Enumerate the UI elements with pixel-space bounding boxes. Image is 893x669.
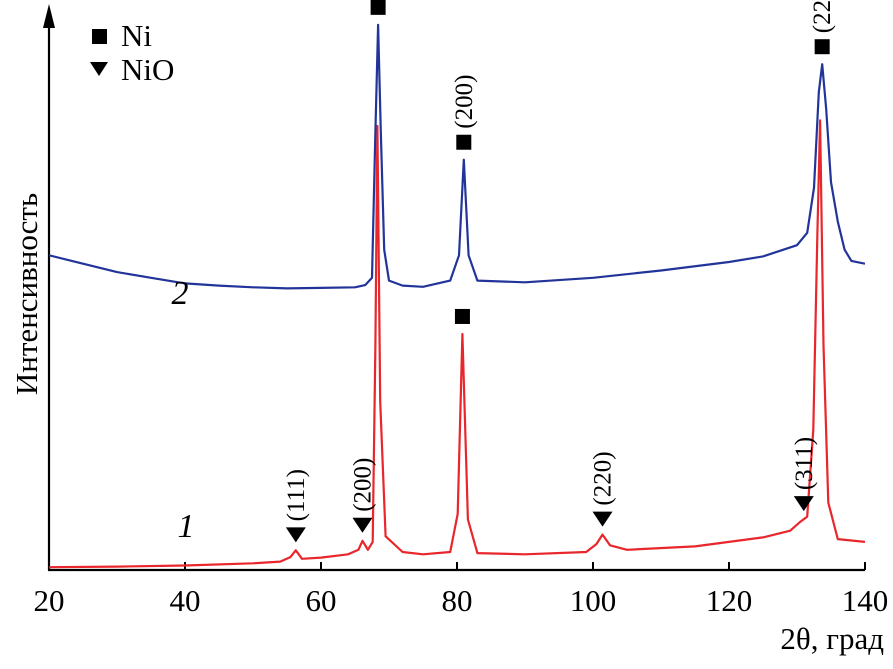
legend-triangle-icon <box>90 62 108 76</box>
peak-label: (311) <box>791 437 818 490</box>
ni-square-marker <box>456 134 472 150</box>
nio-triangle-marker <box>592 511 613 527</box>
series-line-2 <box>49 23 865 290</box>
axes: 20 40 60 80 100 120 140 <box>34 4 889 618</box>
legend-label-ni: Ni <box>121 18 152 53</box>
ni-square-marker <box>454 308 470 324</box>
nio-triangle-marker <box>352 517 373 533</box>
x-axis-title: 2θ, град <box>780 621 884 656</box>
series-line-1 <box>49 119 865 569</box>
peak-label: (200) <box>349 458 376 512</box>
x-tick-label: 20 <box>34 583 65 618</box>
x-tick-label: 120 <box>706 583 753 618</box>
x-tick-label: 40 <box>170 583 201 618</box>
peak-label: (200) <box>451 75 478 129</box>
ni-square-marker <box>814 39 830 55</box>
curve-label-1: 1 <box>178 508 195 545</box>
ni-square-marker <box>370 0 386 15</box>
nio-triangle-marker <box>285 527 306 543</box>
peak-label: (220) <box>590 451 617 505</box>
curve-label-2: 2 <box>172 275 189 312</box>
x-axis-ticks: 20 40 60 80 100 120 140 <box>34 562 889 618</box>
x-tick-label: 140 <box>842 583 889 618</box>
legend-square-icon <box>92 29 107 44</box>
legend: Ni NiO <box>90 18 174 87</box>
x-tick-label: 100 <box>570 583 617 618</box>
series-layer <box>49 23 865 569</box>
peak-layer: (111)(200)(220)(111)(200)(220)(311) <box>283 0 836 543</box>
peak-label: (111) <box>283 469 310 521</box>
nio-triangle-marker <box>793 496 814 512</box>
y-axis-arrow <box>43 4 55 28</box>
x-tick-label: 80 <box>442 583 473 618</box>
legend-label-nio: NiO <box>121 52 174 87</box>
peak-label: (220) <box>809 0 836 33</box>
y-axis-title: Интенсивность <box>9 193 44 395</box>
x-tick-label: 60 <box>306 583 337 618</box>
